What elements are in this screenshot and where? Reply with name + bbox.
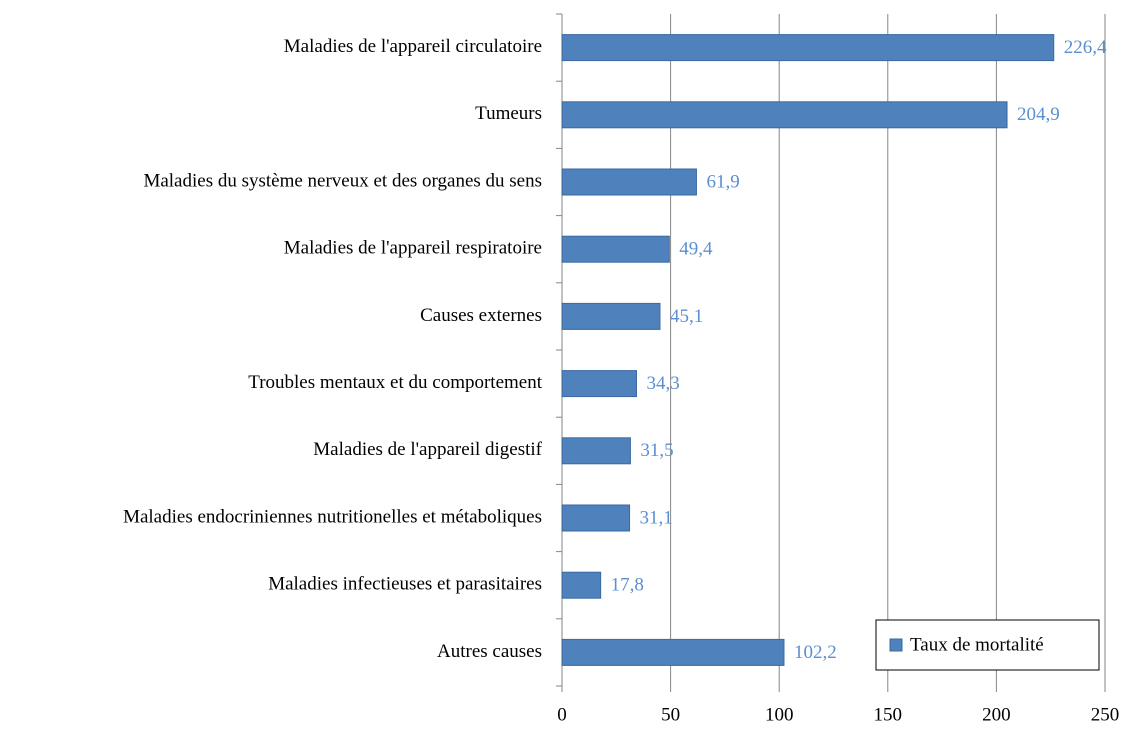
y-tick-label: Maladies infectieuses et parasitaires xyxy=(268,574,542,595)
y-tick-label: Tumeurs xyxy=(475,103,542,124)
x-tick-label: 100 xyxy=(765,704,794,725)
value-label: 204,9 xyxy=(1017,104,1060,125)
value-label: 45,1 xyxy=(670,306,703,327)
y-tick-label: Maladies de l'appareil respiratoire xyxy=(284,238,542,259)
y-tick-label: Maladies de l'appareil digestif xyxy=(313,439,542,460)
x-tick-label: 50 xyxy=(661,704,680,725)
legend xyxy=(875,619,1100,671)
value-label: 31,1 xyxy=(640,507,673,528)
x-tick-label: 0 xyxy=(557,704,567,725)
bar xyxy=(561,302,661,330)
value-label: 34,3 xyxy=(646,373,679,394)
y-tick-label: Maladies du système nerveux et des organ… xyxy=(143,170,542,191)
legend-swatch xyxy=(889,638,903,652)
value-label: 17,8 xyxy=(611,575,644,596)
bar xyxy=(561,504,631,532)
value-label: 226,4 xyxy=(1064,37,1107,58)
bar xyxy=(561,168,697,196)
value-label: 102,2 xyxy=(794,642,837,663)
y-tick-label: Maladies endocriniennes nutritionelles e… xyxy=(123,506,542,527)
bar xyxy=(561,34,1055,62)
x-tick-label: 250 xyxy=(1091,704,1120,725)
y-tick-label: Troubles mentaux et du comportement xyxy=(248,372,542,393)
bar xyxy=(561,571,602,599)
value-label: 49,4 xyxy=(679,239,713,260)
x-tick-label: 150 xyxy=(874,704,903,725)
y-tick-label: Autres causes xyxy=(437,641,542,662)
value-label: 31,5 xyxy=(640,440,673,461)
bar xyxy=(561,437,631,465)
legend-label: Taux de mortalité xyxy=(910,634,1044,655)
bar xyxy=(561,638,785,666)
y-tick-label: Maladies de l'appareil circulatoire xyxy=(284,36,542,57)
bar xyxy=(561,235,670,263)
x-tick-label: 200 xyxy=(982,704,1011,725)
bar xyxy=(561,101,1008,129)
bar xyxy=(561,370,637,398)
value-label: 61,9 xyxy=(706,171,739,192)
y-tick-label: Causes externes xyxy=(420,305,542,326)
